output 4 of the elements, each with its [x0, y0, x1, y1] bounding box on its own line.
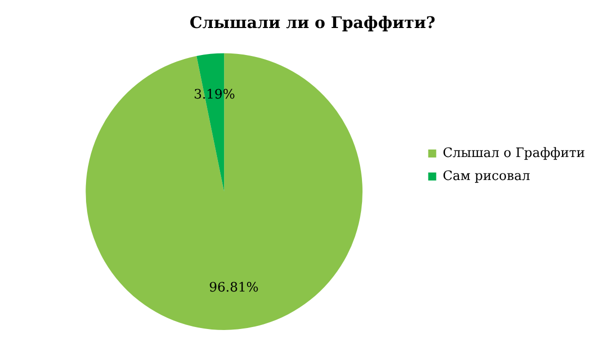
- data-label: 96.81%: [209, 280, 259, 296]
- legend-label: Сам рисовал: [442, 168, 530, 184]
- legend-label: Слышал о Граффити: [442, 146, 586, 161]
- chart-title: Слышали ли о Граффити?: [190, 12, 436, 32]
